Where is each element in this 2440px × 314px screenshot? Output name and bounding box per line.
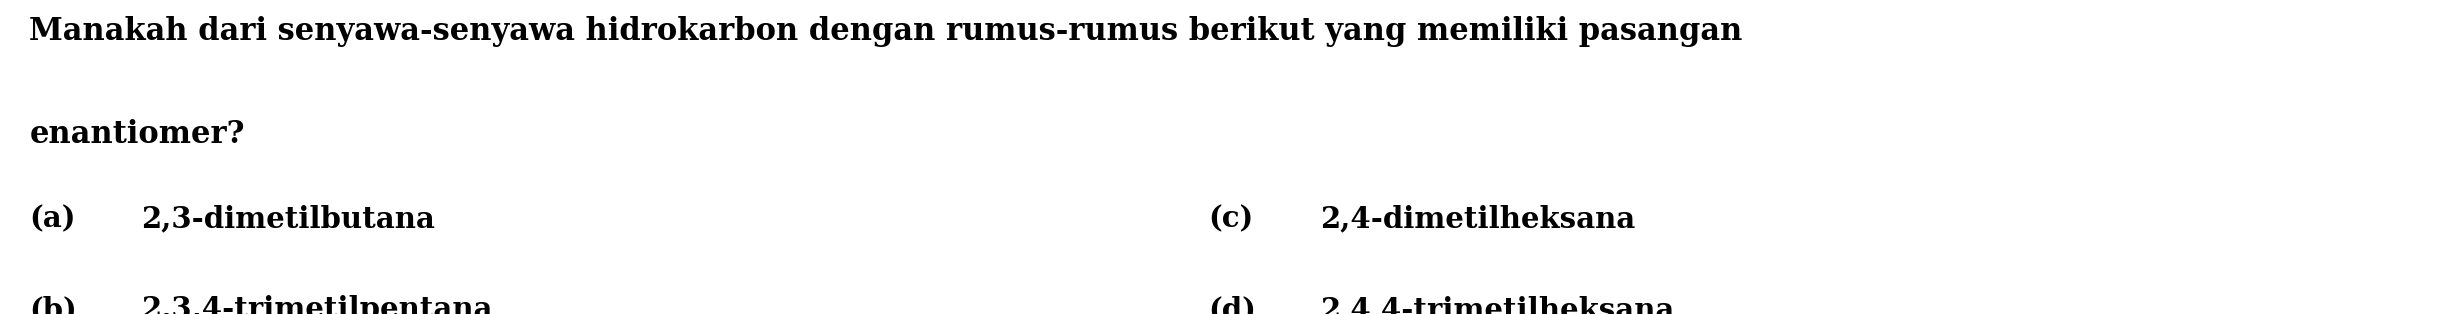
Text: Manakah dari senyawa-senyawa hidrokarbon dengan rumus-rumus berikut yang memilik: Manakah dari senyawa-senyawa hidrokarbon… xyxy=(29,16,1742,47)
Text: (a): (a) xyxy=(29,204,76,233)
Text: 2,3,4-trimetilpentana: 2,3,4-trimetilpentana xyxy=(142,295,493,314)
Text: 2,3-dimetilbutana: 2,3-dimetilbutana xyxy=(142,204,434,233)
Text: (c): (c) xyxy=(1208,204,1254,233)
Text: 2,4-dimetilheksana: 2,4-dimetilheksana xyxy=(1320,204,1635,233)
Text: enantiomer?: enantiomer? xyxy=(29,119,244,150)
Text: 2,4,4-trimetilheksana: 2,4,4-trimetilheksana xyxy=(1320,295,1674,314)
Text: (b): (b) xyxy=(29,295,78,314)
Text: (d): (d) xyxy=(1208,295,1257,314)
